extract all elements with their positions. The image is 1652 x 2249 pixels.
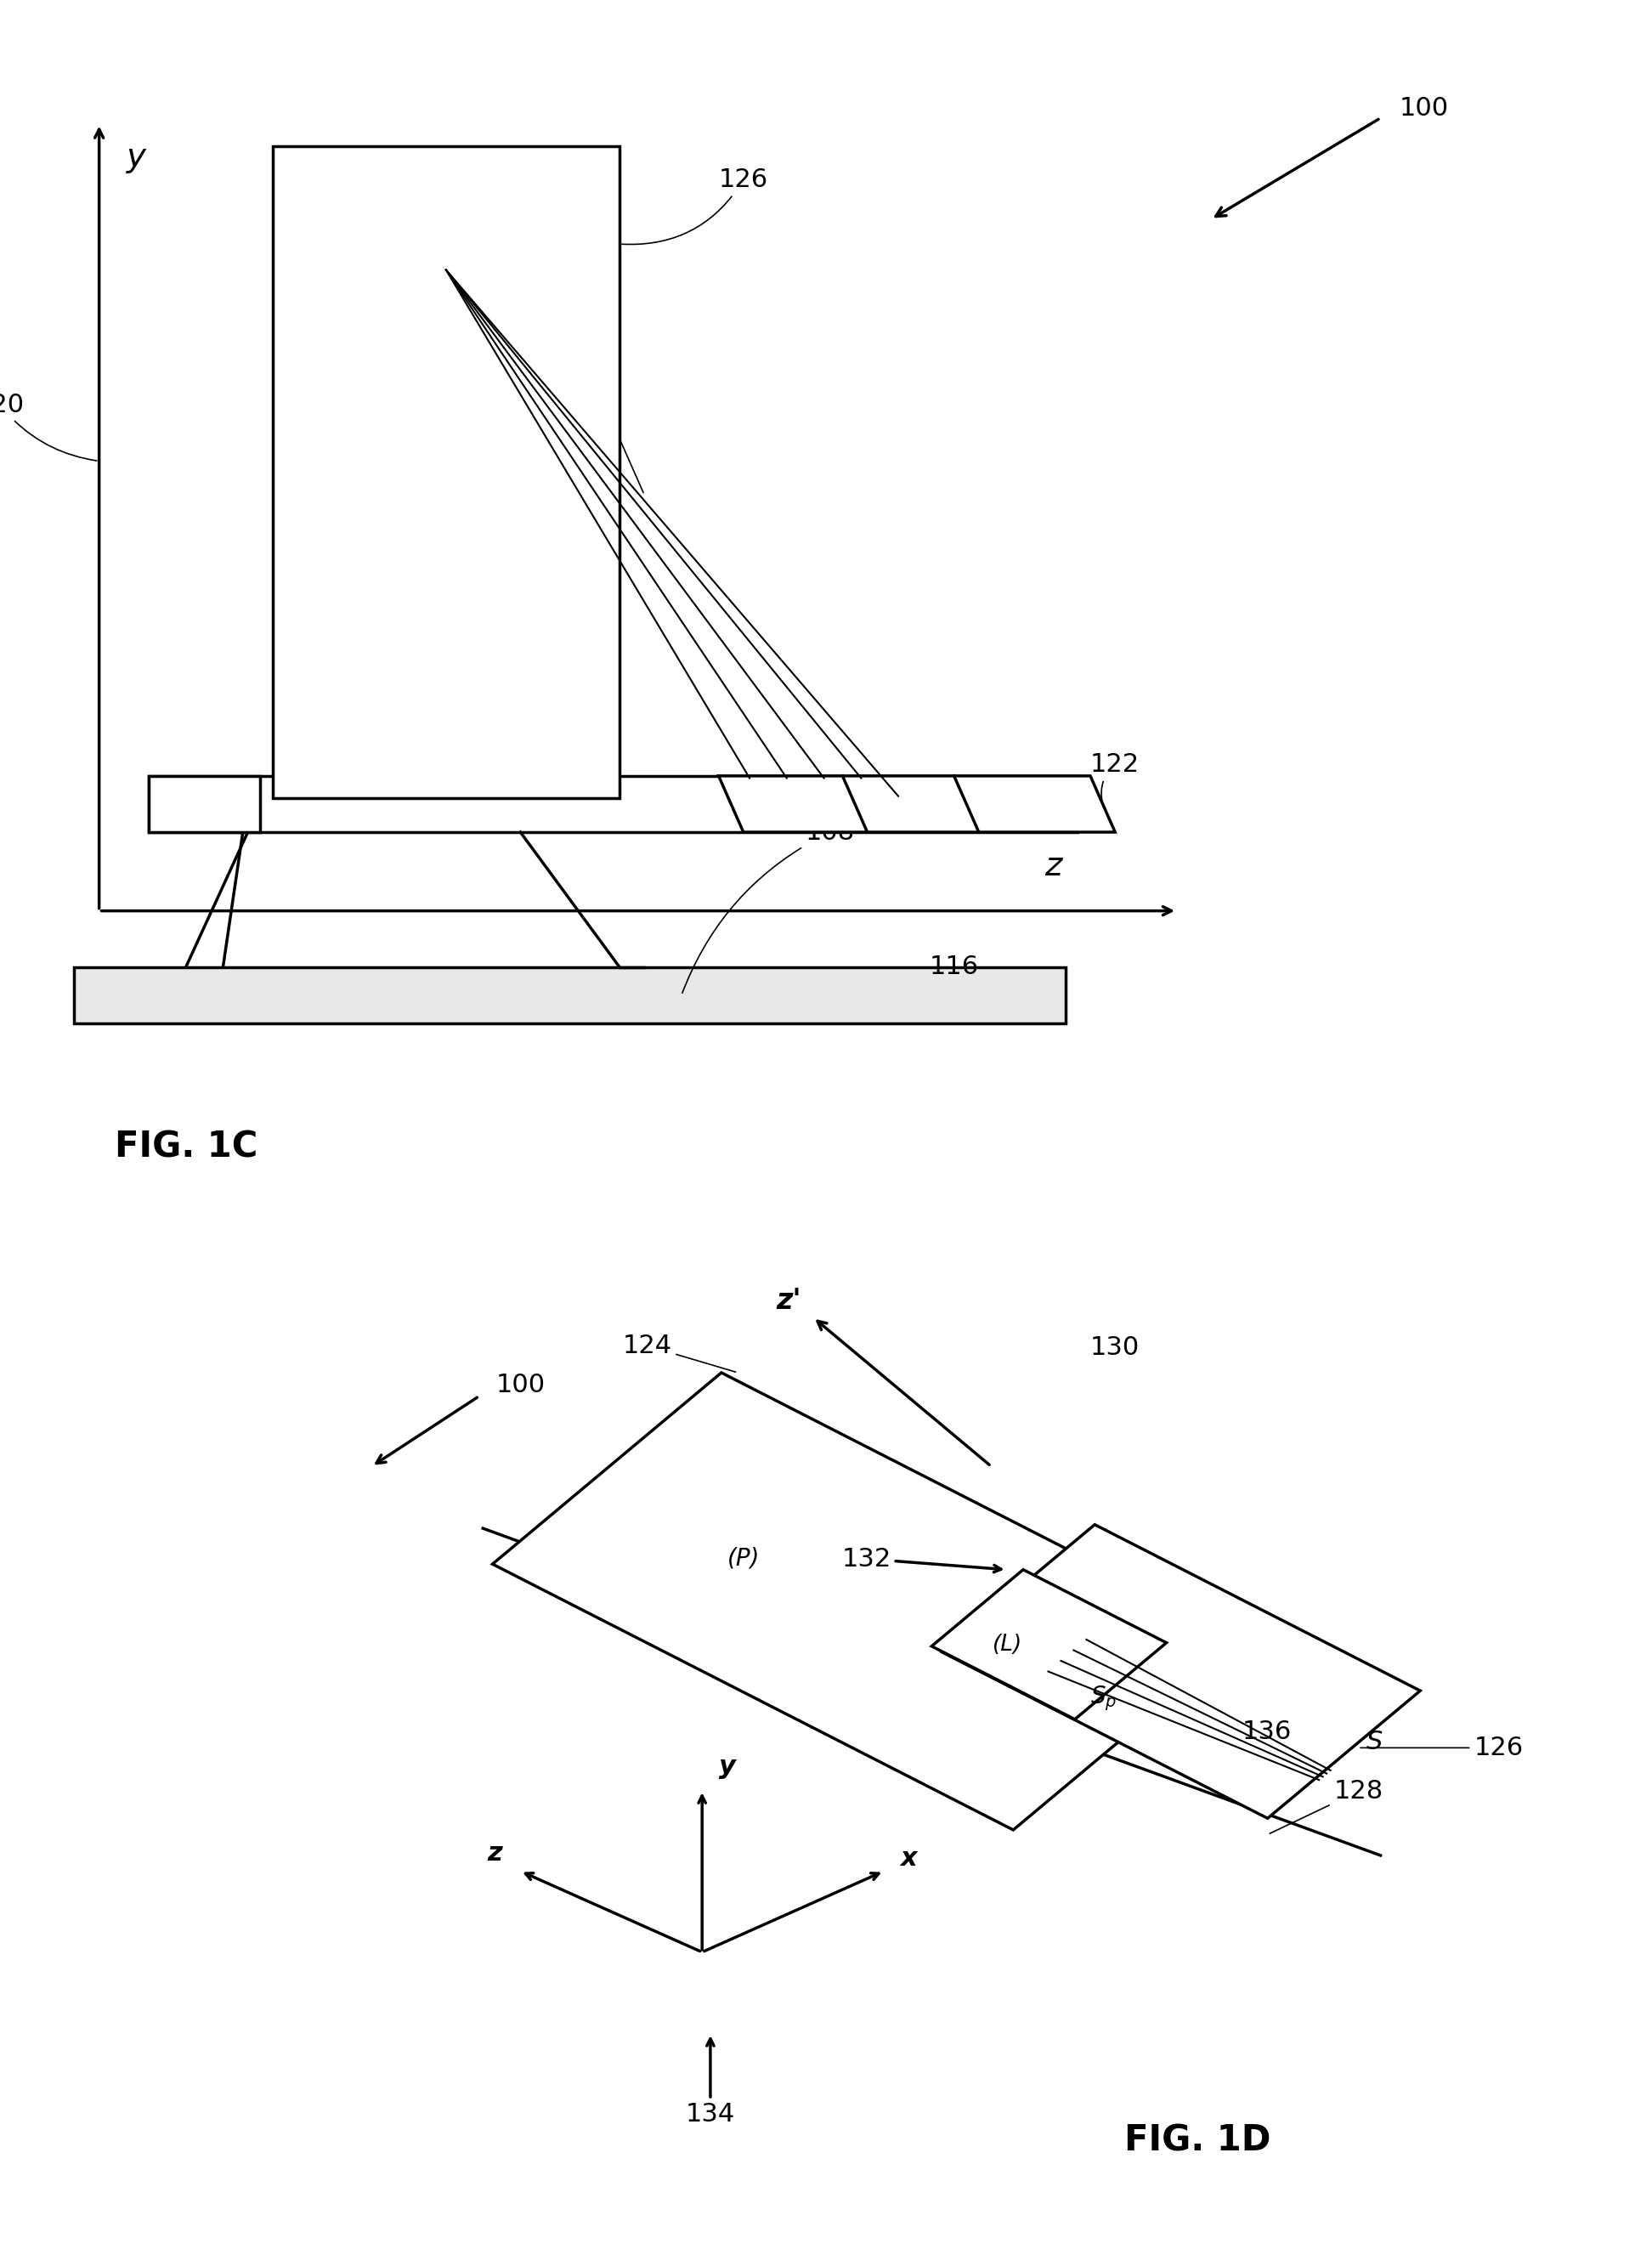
Polygon shape — [492, 1372, 1242, 1831]
Text: 134: 134 — [686, 2040, 735, 2125]
Bar — [273, 146, 620, 798]
Polygon shape — [932, 1570, 1166, 1718]
Text: z': z' — [776, 1286, 801, 1316]
Text: y: y — [719, 1754, 735, 1779]
Text: 108: 108 — [682, 821, 854, 994]
Text: y: y — [127, 142, 145, 173]
Text: 122: 122 — [1090, 753, 1140, 801]
Text: 134: 134 — [570, 371, 643, 493]
Text: x: x — [900, 1846, 917, 1871]
Text: 136: 136 — [1242, 1718, 1292, 1743]
Polygon shape — [719, 776, 1115, 832]
Text: z: z — [487, 1842, 502, 1864]
Text: 116: 116 — [928, 956, 978, 978]
Bar — [149, 776, 261, 832]
Text: 124: 124 — [623, 1334, 735, 1372]
Text: 126: 126 — [621, 169, 768, 245]
Text: S: S — [1366, 1729, 1383, 1754]
Text: 128: 128 — [1270, 1779, 1383, 1833]
Text: (L): (L) — [993, 1633, 1023, 1655]
Text: FIG. 1D: FIG. 1D — [1125, 2123, 1270, 2159]
Text: 126: 126 — [1361, 1736, 1523, 1761]
Polygon shape — [942, 1525, 1421, 1819]
Text: (P): (P) — [727, 1547, 760, 1570]
Text: 132: 132 — [841, 1547, 1001, 1572]
Bar — [74, 967, 1066, 1023]
Text: 100: 100 — [1399, 97, 1449, 119]
Bar — [149, 776, 1079, 832]
Text: z: z — [1044, 850, 1062, 882]
Text: 100: 100 — [496, 1374, 545, 1397]
Text: 130: 130 — [1090, 1336, 1140, 1361]
Text: FIG. 1C: FIG. 1C — [114, 1129, 258, 1165]
Text: 120: 120 — [0, 394, 97, 461]
Text: $S_p$: $S_p$ — [1090, 1685, 1117, 1714]
